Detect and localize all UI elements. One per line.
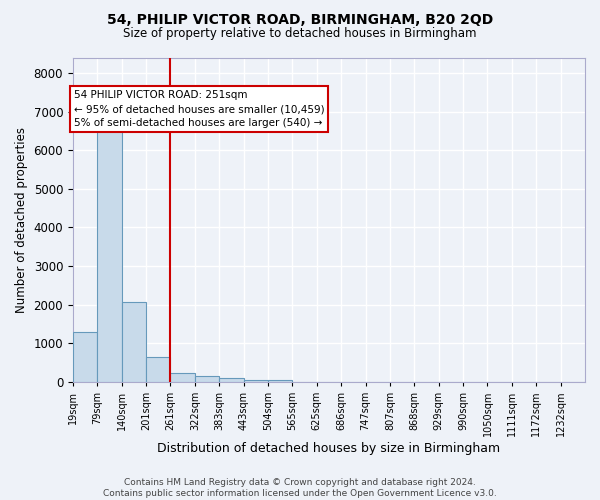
Bar xyxy=(170,372,195,382)
Bar xyxy=(97,129,122,382)
Text: Contains HM Land Registry data © Crown copyright and database right 2024.
Contai: Contains HM Land Registry data © Crown c… xyxy=(103,478,497,498)
Bar xyxy=(122,302,146,382)
Bar xyxy=(244,380,268,382)
Bar xyxy=(146,357,170,382)
Text: 54 PHILIP VICTOR ROAD: 251sqm
← 95% of detached houses are smaller (10,459)
5% o: 54 PHILIP VICTOR ROAD: 251sqm ← 95% of d… xyxy=(74,90,325,128)
Bar xyxy=(73,332,97,382)
X-axis label: Distribution of detached houses by size in Birmingham: Distribution of detached houses by size … xyxy=(157,442,500,455)
Bar xyxy=(268,380,292,382)
Text: Size of property relative to detached houses in Birmingham: Size of property relative to detached ho… xyxy=(123,28,477,40)
Bar xyxy=(219,378,244,382)
Y-axis label: Number of detached properties: Number of detached properties xyxy=(15,126,28,312)
Bar xyxy=(195,376,219,382)
Text: 54, PHILIP VICTOR ROAD, BIRMINGHAM, B20 2QD: 54, PHILIP VICTOR ROAD, BIRMINGHAM, B20 … xyxy=(107,12,493,26)
